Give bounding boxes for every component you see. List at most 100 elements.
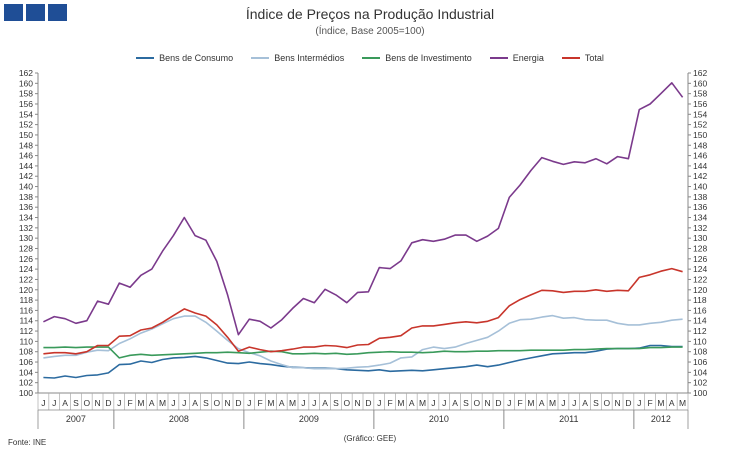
y-tick-label-right: 144 [693,161,707,171]
y-tick-label-right: 110 [693,336,707,346]
y-tick-label-right: 116 [693,305,707,315]
y-tick-label-right: 140 [693,182,707,192]
x-tick-label: D [495,398,501,408]
y-tick-label-right: 126 [693,254,707,264]
x-tick-label: J [377,398,381,408]
x-tick-label: O [213,398,220,408]
y-tick-label-right: 130 [693,233,707,243]
y-tick-label-right: 100 [693,388,707,398]
year-label: 2007 [66,414,86,424]
y-tick-label-left: 136 [19,202,33,212]
y-tick-label-right: 138 [693,192,707,202]
x-tick-label: S [593,398,599,408]
x-tick-label: O [83,398,90,408]
y-tick-label-left: 134 [19,213,33,223]
x-tick-label: S [333,398,339,408]
x-tick-label: J [182,398,186,408]
logo-block [26,4,45,21]
source-note: Fonte: INE [8,438,47,447]
legend-label: Bens Intermédios [274,53,345,63]
y-tick-label-left: 108 [19,347,33,357]
y-tick-label-right: 160 [693,78,707,88]
y-tick-label-left: 102 [19,378,33,388]
logo-block [4,4,23,21]
x-tick-label: D [365,398,371,408]
x-tick-label: A [582,398,588,408]
y-tick-label-right: 120 [693,285,707,295]
x-tick-label: A [192,398,198,408]
series-line-bens-de-investimento [43,346,683,359]
legend-label: Bens de Consumo [159,53,234,63]
x-tick-label: J [52,398,56,408]
y-tick-label-right: 118 [693,295,707,305]
x-tick-label: A [149,398,155,408]
credit-note: (Gráfico: GEE) [343,434,397,443]
x-tick-label: J [247,398,251,408]
y-tick-label-right: 162 [693,68,707,78]
y-tick-label-right: 128 [693,243,707,253]
x-tick-label: A [409,398,415,408]
y-tick-label-left: 150 [19,130,33,140]
x-tick-label: A [452,398,458,408]
legend-swatch-energia [489,57,508,59]
series-line-energia [43,82,684,336]
x-tick-label: J [572,398,576,408]
chart-title: Índice de Preços na Produção Industrial [245,6,495,22]
y-tick-label-left: 112 [19,326,33,336]
x-tick-label: N [95,398,101,408]
logo-block [48,4,67,21]
y-tick-label-left: 154 [19,109,33,119]
x-tick-label: M [267,398,274,408]
legend-item: Bens Intermédios [251,53,344,63]
y-tick-label-left: 152 [19,120,33,130]
x-tick-label: J [561,398,565,408]
y-tick-label-left: 142 [19,171,33,181]
x-tick-label: N [615,398,621,408]
y-tick-label-right: 146 [693,151,707,161]
y-tick-label-left: 146 [19,151,33,161]
legend-swatch-consumo [136,57,155,59]
y-tick-label-right: 150 [693,130,707,140]
y-tick-label-right: 112 [693,326,707,336]
y-tick-label-left: 124 [19,264,33,274]
x-tick-label: J [507,398,511,408]
y-tick-label-left: 156 [19,99,33,109]
x-tick-label: O [603,398,610,408]
y-tick-label-right: 142 [693,171,707,181]
legend-item: Total [561,53,604,63]
legend-item: Energia [489,53,544,63]
x-tick-label: F [257,398,262,408]
y-tick-label-left: 158 [19,89,33,99]
y-tick-label-left: 132 [19,223,33,233]
y-tick-label-left: 140 [19,182,33,192]
legend-item: Bens de Investimento [362,53,472,63]
y-tick-label-left: 104 [19,367,33,377]
x-tick-label: J [301,398,305,408]
y-tick-label-left: 148 [19,140,33,150]
x-tick-label: J [41,398,45,408]
y-tick-label-right: 152 [693,120,707,130]
y-tick-label-left: 118 [19,295,33,305]
x-tick-label: M [137,398,144,408]
legend-label: Total [584,53,604,63]
x-tick-label: N [485,398,491,408]
y-tick-label-right: 156 [693,99,707,109]
y-tick-label-right: 114 [693,316,707,326]
y-tick-label-left: 126 [19,254,33,264]
series-line-bens-de-consumo [43,344,683,379]
x-tick-label: O [473,398,480,408]
year-label: 2011 [559,414,578,424]
x-tick-label: J [117,398,121,408]
x-tick-label: J [637,398,641,408]
x-tick-label: A [669,398,675,408]
x-tick-label: A [322,398,328,408]
y-tick-label-right: 134 [693,213,707,223]
legend-label: Bens de Investimento [385,53,472,63]
y-tick-label-left: 144 [19,161,33,171]
x-tick-label: M [679,398,686,408]
y-tick-label-right: 136 [693,202,707,212]
y-tick-label-left: 130 [19,233,33,243]
x-tick-label: F [517,398,522,408]
x-tick-label: S [463,398,469,408]
